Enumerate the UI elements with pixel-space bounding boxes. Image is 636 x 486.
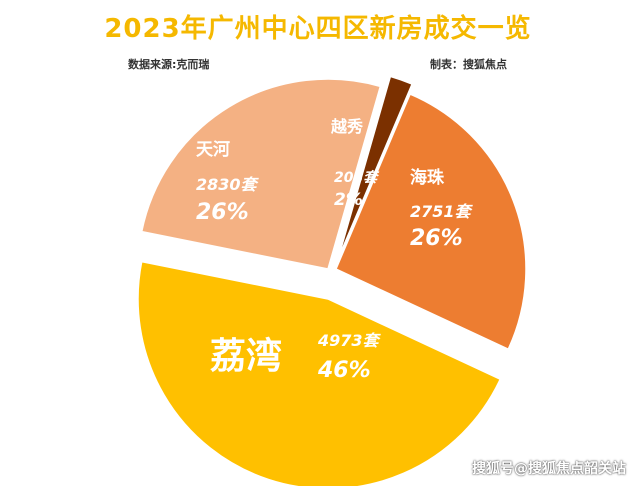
slice-value-label-2: 2751套 — [410, 202, 474, 221]
slice-value-label-1: 208套 — [334, 169, 380, 186]
slice-value-label-4: 2830套 — [196, 175, 260, 194]
watermark: 搜狐号@搜狐焦点韶关站 — [472, 461, 626, 477]
slice-name-label-4: 天河 — [196, 140, 230, 160]
pie-slice-4 — [140, 78, 382, 270]
slice-value-label-3: 4973套 — [317, 331, 382, 350]
slice-percent-label-2: 26% — [410, 226, 463, 251]
slice-name-label-3: 荔湾 — [210, 335, 282, 377]
slice-name-label-1: 越秀 — [330, 117, 363, 136]
pie-slice-1 — [337, 75, 414, 260]
slice-percent-label-1: 2% — [334, 190, 363, 210]
chart-credit: 制表：搜狐焦点 — [430, 58, 507, 71]
slice-percent-label-4: 26% — [196, 200, 249, 225]
data-source: 数据来源:克而瑞 — [128, 58, 210, 71]
pie-slice-2 — [335, 93, 527, 351]
chart-title: 2023年广州中心四区新房成交一览 — [104, 14, 532, 44]
slice-percent-label-3: 46% — [317, 358, 371, 383]
slice-name-label-2: 海珠 — [410, 167, 445, 188]
pie-slice-3 — [137, 260, 502, 486]
